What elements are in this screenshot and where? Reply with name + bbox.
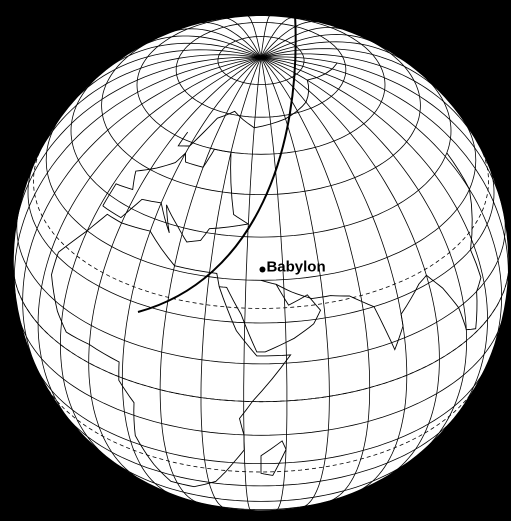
meridian [37,57,262,424]
meridian [260,21,321,58]
parallel [27,161,495,324]
meridian [260,57,468,451]
meridian [200,57,262,509]
coastline [177,62,338,147]
meridian [260,57,509,288]
meridian [260,27,347,58]
meridian [88,57,262,481]
meridian [243,57,262,511]
meridian [260,34,377,58]
meridian [260,48,447,98]
meridian [136,35,262,58]
meridian [246,15,262,58]
meridian [121,57,262,495]
graticule [12,14,510,511]
meridian [260,16,295,58]
meridian [159,57,262,504]
meridian [13,57,262,307]
tropic-line [12,262,510,403]
tropic-line [33,145,489,309]
meridian [260,57,440,476]
meridian [260,56,505,214]
coastlines [51,62,482,488]
meridian [222,17,262,58]
parallel [18,317,504,436]
meridian [260,57,371,503]
meridian [260,57,288,511]
meridian [68,49,262,107]
meridian [260,57,503,359]
meridian [59,57,262,458]
coastline [275,152,482,351]
meridian [14,56,262,232]
coastline [260,440,287,476]
meridian [197,22,262,58]
meridian [260,57,330,509]
meridian [260,57,489,415]
meridian [22,57,262,376]
coastline [51,213,292,488]
city-marker [259,266,266,273]
meridian [103,42,262,72]
tropic-line [44,383,478,473]
meridian [171,28,262,58]
coastline [102,148,250,243]
meridian [34,54,262,162]
meridian [260,57,408,493]
coastline [219,279,322,353]
meridian [260,53,480,145]
great-circle-route [137,13,297,313]
city-label: Babylon [266,258,325,275]
parallel [70,71,452,238]
meridian [260,41,411,66]
meridian [260,14,271,58]
